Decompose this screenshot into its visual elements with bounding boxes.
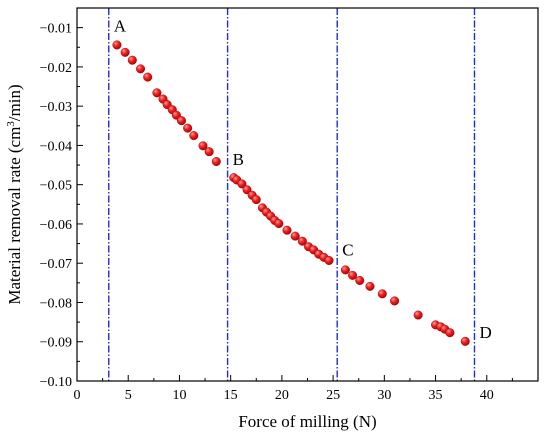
x-tick-label: 30	[377, 388, 391, 403]
data-point	[251, 195, 261, 205]
data-point	[112, 40, 122, 50]
data-point	[274, 219, 284, 229]
data-point	[348, 270, 358, 280]
y-tick-label: −0.01	[40, 22, 72, 37]
data-point	[340, 265, 350, 275]
y-tick-label: −0.05	[40, 179, 72, 194]
data-point	[290, 231, 300, 241]
y-tick-label: −0.07	[40, 257, 72, 272]
data-point	[198, 141, 208, 151]
data-point	[377, 289, 387, 299]
data-point	[390, 296, 400, 306]
y-axis-title-main: Material removal rate (cm	[5, 127, 24, 305]
x-tick-label: 0	[74, 388, 81, 403]
point-label-d: D	[479, 323, 491, 342]
data-point	[211, 157, 221, 167]
point-label-c: C	[342, 240, 353, 259]
x-axis-title: Force of milling (N)	[238, 412, 376, 431]
axis-ticks: 0 5 10 15 20 25 30 35 40 −0.10 −0.09 −0.08 −0.07 −0.0…	[40, 22, 513, 403]
y-axis-title-end: /min)	[5, 84, 24, 121]
data-point	[189, 131, 199, 141]
data-point	[237, 179, 247, 189]
data-point	[152, 88, 162, 98]
data-point	[445, 328, 455, 338]
x-tick-label: 15	[224, 388, 238, 403]
x-tick-label: 5	[125, 388, 132, 403]
point-label-a: A	[114, 17, 127, 36]
data-point	[183, 123, 193, 133]
x-tick-label: 10	[172, 388, 186, 403]
data-point	[297, 236, 307, 246]
data-point	[120, 47, 130, 57]
data-point	[143, 72, 153, 82]
x-tick-label: 25	[326, 388, 340, 403]
plot-area-frame	[76, 7, 539, 382]
data-point	[365, 281, 375, 291]
y-tick-label: −0.10	[40, 375, 72, 390]
y-axis-title: Material removal rate (cm3/min)	[5, 84, 24, 304]
y-tick-label: −0.02	[40, 61, 72, 76]
reference-lines	[108, 8, 476, 381]
annotations: A B C D	[114, 17, 492, 342]
data-point	[413, 310, 423, 320]
y-tick-label: −0.03	[40, 100, 72, 115]
data-point	[176, 116, 186, 126]
data-point	[136, 64, 146, 74]
y-tick-label: −0.06	[40, 218, 72, 233]
point-label-b: B	[233, 150, 244, 169]
data-point	[204, 147, 214, 157]
y-tick-label: −0.04	[40, 139, 72, 154]
data-point	[282, 225, 292, 235]
x-tick-label: 40	[480, 388, 494, 403]
data-point	[355, 275, 365, 285]
data-points	[112, 40, 470, 346]
data-point	[324, 255, 334, 265]
data-point	[127, 55, 137, 65]
y-axis-title-superscript: 3	[5, 121, 17, 127]
x-tick-label: 35	[429, 388, 443, 403]
y-tick-label: −0.08	[40, 296, 72, 311]
data-point	[460, 336, 470, 346]
x-tick-label: 20	[275, 388, 289, 403]
y-tick-label: −0.09	[40, 336, 72, 351]
